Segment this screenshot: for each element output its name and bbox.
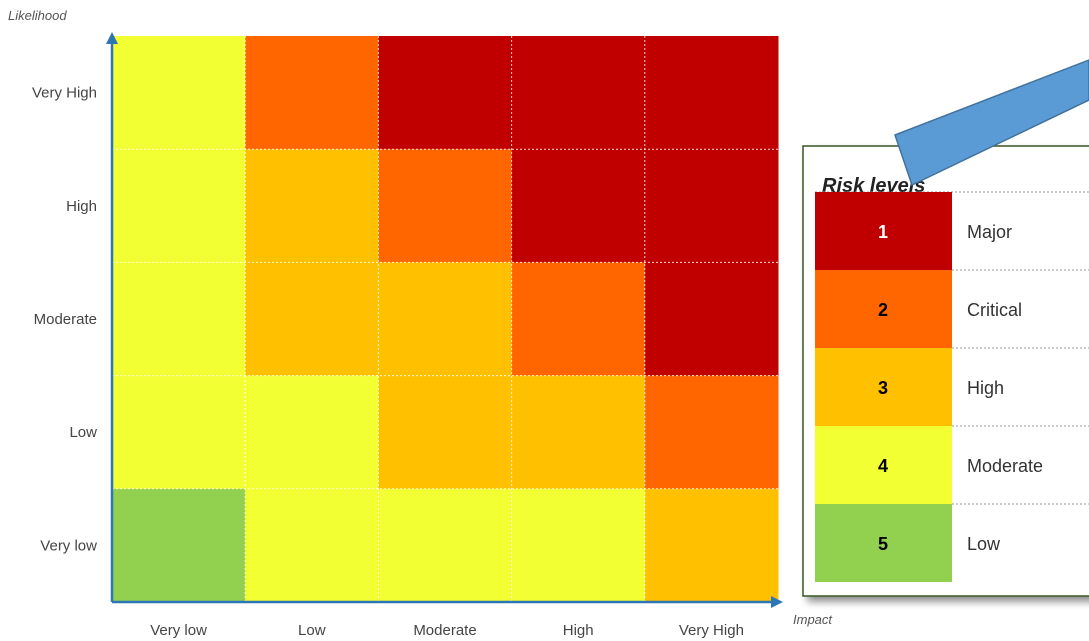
axes: [106, 32, 783, 608]
x-axis-arrowhead: [771, 596, 783, 608]
heatmap-cell: [245, 375, 379, 490]
y-axis-title: Likelihood: [8, 8, 67, 23]
legend-item-number: 2: [878, 300, 888, 320]
heatmap-cell: [245, 262, 379, 377]
heatmap-cell: [112, 375, 246, 490]
heatmap-cell: [112, 36, 246, 150]
heatmap-cell: [245, 149, 379, 263]
heatmap-cell: [112, 149, 246, 263]
heatmap-cell: [644, 375, 779, 490]
heatmap-cell: [511, 262, 646, 377]
heatmap-cell: [644, 488, 779, 603]
x-tick-label: Very low: [150, 622, 207, 639]
callout-arrow-shape: [894, 59, 1089, 187]
heatmap-cell: [245, 488, 379, 603]
heatmap-cell: [644, 36, 779, 150]
heatmap-cell: [511, 488, 646, 603]
legend-swatch: [815, 270, 952, 348]
heatmap-cell: [245, 36, 379, 150]
legend-item-label: High: [967, 378, 1004, 398]
heatmap-cell: [378, 375, 513, 490]
y-tick-label: Moderate: [34, 311, 97, 328]
y-tick-labels: Very High High Moderate Low Very low: [32, 85, 97, 555]
heatmap-cell: [511, 375, 646, 490]
heatmap-cell: [644, 149, 779, 263]
heatmap-cell: [378, 262, 513, 377]
heatmap-cells: [112, 36, 779, 603]
x-tick-labels: Very low Low Moderate High Very High: [150, 622, 744, 639]
heatmap-cell: [112, 488, 246, 603]
x-tick-label: High: [563, 622, 594, 639]
x-axis-title: Impact: [793, 612, 833, 627]
x-tick-label: Low: [298, 622, 326, 639]
legend-item-number: 1: [878, 222, 888, 242]
legend-item-number: 4: [878, 456, 888, 476]
heatmap-cell: [511, 36, 646, 150]
legend-item-label: Major: [967, 222, 1012, 242]
heatmap-cell: [378, 488, 513, 603]
legend-swatch: [815, 504, 952, 582]
legend-item-number: 5: [878, 534, 888, 554]
legend-item-label: Moderate: [967, 456, 1043, 476]
legend-item-label: Low: [967, 534, 1001, 554]
heatmap-cell: [112, 262, 246, 377]
legend-swatch: [815, 426, 952, 504]
x-tick-label: Moderate: [413, 622, 476, 639]
legend-swatch: [815, 192, 952, 270]
y-tick-label: Very High: [32, 85, 97, 102]
y-axis-arrowhead: [106, 32, 118, 44]
heatmap-cell: [378, 36, 513, 150]
y-tick-label: Low: [69, 424, 97, 441]
heatmap-cell: [511, 149, 646, 263]
heatmap-cell: [378, 149, 513, 263]
heatmap-cell: [644, 262, 779, 377]
y-tick-label: High: [66, 198, 97, 215]
legend-item-label: Critical: [967, 300, 1022, 320]
legend-item-number: 3: [878, 378, 888, 398]
grid-lines: [112, 36, 778, 602]
legend-items: 1 Major 2 Critical 3 High 4 Moderate 5 Low: [815, 191, 1089, 582]
legend-swatch: [815, 348, 952, 426]
y-tick-label: Very low: [40, 537, 97, 554]
x-tick-label: Very High: [679, 622, 744, 639]
